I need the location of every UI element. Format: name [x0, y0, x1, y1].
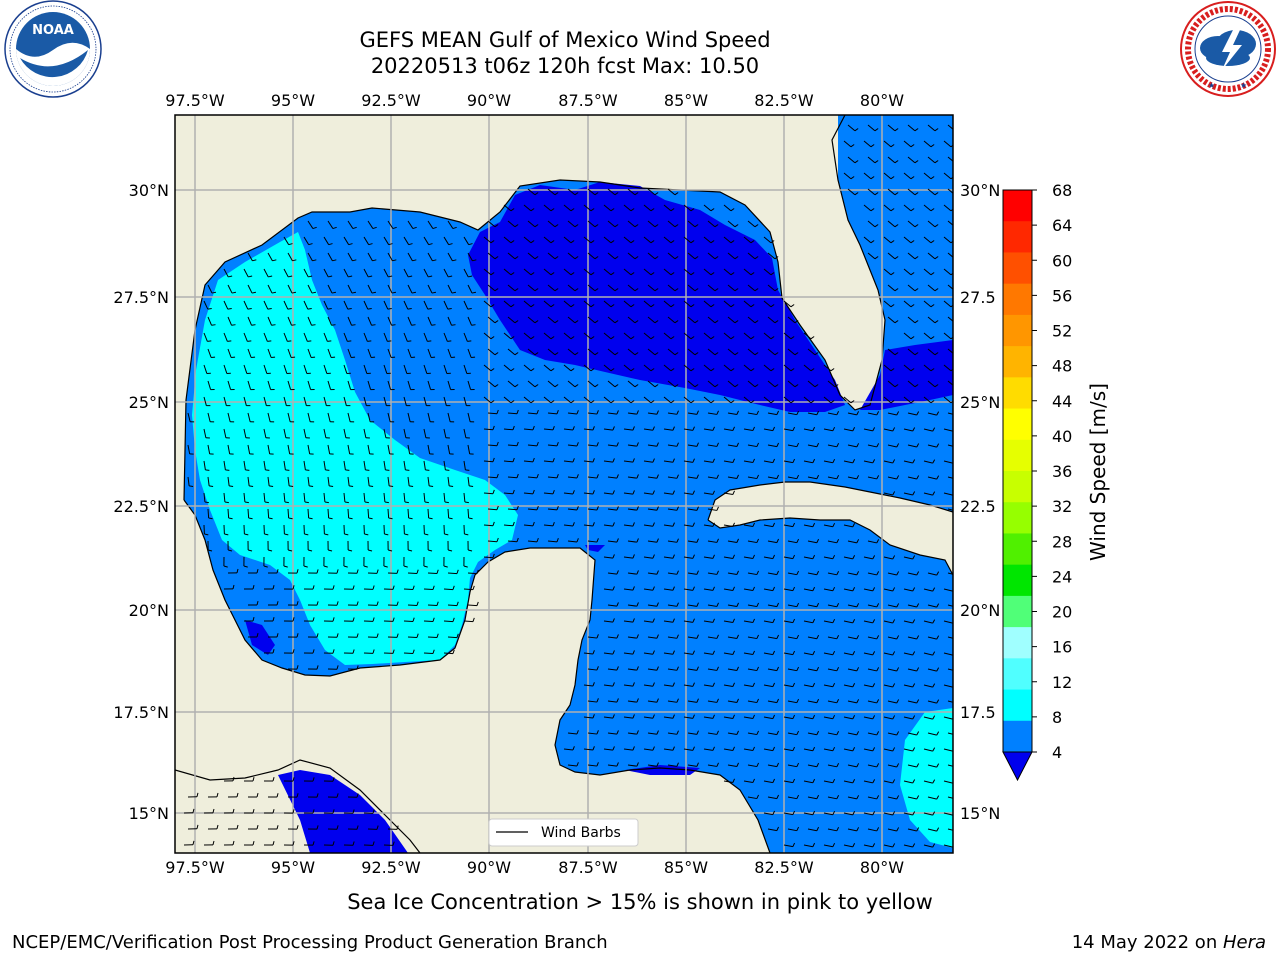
low-wind-campeche — [245, 620, 275, 655]
colorbar-segment — [1003, 221, 1032, 253]
lat-label-left: 25°N — [129, 393, 169, 412]
low-wind-south — [278, 770, 408, 853]
colorbar-segment — [1003, 595, 1032, 628]
chart-title: GEFS MEAN Gulf of Mexico Wind Speed — [359, 28, 771, 52]
colorbar-tick-label: 36 — [1052, 462, 1072, 481]
footer-host: Hera — [1222, 932, 1266, 953]
colorbar: 68 64 60 56 52 48 44 40 36 32 28 24 20 16 12 8 4 — [1002, 181, 1072, 782]
colorbar-label: Wind Speed [m/s] — [1086, 383, 1110, 561]
noaa-logo-text: NOAA — [32, 23, 74, 38]
colorbar-tick-label: 16 — [1052, 638, 1072, 657]
chart-subtitle: 20220513 t06z 120h fcst Max: 10.50 — [370, 54, 760, 78]
map-legend: Wind Barbs — [488, 818, 639, 847]
lon-label-bottom: 90°W — [467, 858, 511, 877]
lon-label-bottom: 97.5°W — [165, 858, 225, 877]
colorbar-segment — [1003, 533, 1032, 566]
colorbar-tick-label: 20 — [1052, 603, 1072, 622]
colorbar-segment — [1003, 439, 1032, 472]
lon-label-top: 92.5°W — [361, 91, 421, 110]
colorbar-segment — [1003, 252, 1032, 285]
lat-label-right: 20°N — [960, 601, 1000, 620]
lat-label-right: 30°N — [960, 181, 1000, 200]
colorbar-segment — [1003, 377, 1032, 410]
lon-label-bottom: 87.5°W — [558, 858, 618, 877]
lon-label-bottom: 82.5°W — [754, 858, 814, 877]
colorbar-segment — [1003, 627, 1032, 659]
colorbar-tick-label: 28 — [1052, 532, 1072, 551]
lat-label-left: 20°N — [129, 601, 169, 620]
lat-label-right: 25°N — [960, 393, 1000, 412]
lon-label-top: 85°W — [664, 91, 708, 110]
svg-text:★: ★ — [1240, 81, 1247, 90]
legend-label: Wind Barbs — [541, 825, 621, 841]
colorbar-tick-label: 60 — [1052, 251, 1072, 270]
lat-label-right: 22.5 — [960, 497, 996, 516]
colorbar-segment — [1003, 564, 1032, 597]
colorbar-segment — [1003, 720, 1032, 753]
lon-label-top: 82.5°W — [754, 91, 814, 110]
noaa-logo: NOAA — [4, 0, 102, 98]
caption: Sea Ice Concentration > 15% is shown in … — [347, 890, 933, 914]
footer-date-text: 14 May 2022 on — [1071, 932, 1223, 953]
colorbar-tick-label: 4 — [1052, 743, 1062, 762]
footer-date: 14 May 2022 on Hera — [1072, 932, 1266, 953]
colorbar-segment — [1003, 689, 1032, 722]
lon-label-bottom: 85°W — [664, 858, 708, 877]
longitude-labels-bottom: 97.5°W 95°W 92.5°W 90°W 87.5°W 85°W 82.5°W 80°W — [165, 858, 904, 877]
colorbar-tick-label: 56 — [1052, 286, 1072, 305]
lat-label-right: 15°N — [960, 804, 1000, 823]
lat-label-left: 27.5°N — [113, 288, 169, 307]
colorbar-tick-label: 68 — [1052, 181, 1072, 200]
lat-label-left: 15°N — [129, 804, 169, 823]
colorbar-segment — [1003, 408, 1032, 441]
low-wind-yucatan-tip — [585, 545, 605, 552]
lon-label-top: 95°W — [271, 91, 315, 110]
lon-label-top: 80°W — [860, 91, 904, 110]
colorbar-segment — [1003, 190, 1032, 222]
colorbar-segment — [1003, 471, 1032, 503]
colorbar-extend-arrow — [1002, 751, 1033, 782]
low-wind-keys — [860, 340, 953, 410]
colorbar-segment — [1003, 658, 1032, 691]
longitude-labels-top: 97.5°W 95°W 92.5°W 90°W 87.5°W 85°W 82.5°W 80°W — [165, 91, 904, 110]
svg-text:★: ★ — [1208, 81, 1215, 90]
colorbar-segment — [1003, 283, 1032, 316]
map-frame — [174, 114, 954, 854]
lat-label-left: 30°N — [129, 181, 169, 200]
wind-barbs — [183, 124, 953, 848]
lon-label-bottom: 95°W — [271, 858, 315, 877]
lon-label-bottom: 92.5°W — [361, 858, 421, 877]
lon-label-top: 87.5°W — [558, 91, 618, 110]
footer-credit: NCEP/EMC/Verification Post Processing Pr… — [12, 932, 608, 953]
nws-logo: ★ ★ — [1180, 1, 1276, 97]
colorbar-segment — [1003, 346, 1032, 378]
colorbar-segment — [1003, 314, 1032, 347]
lon-label-top: 97.5°W — [165, 91, 225, 110]
colorbar-tick-label: 52 — [1052, 322, 1072, 341]
colorbar-segment — [1003, 502, 1032, 534]
grid-lines — [175, 115, 953, 853]
latitude-labels-right: 30°N 27.5 25°N 22.5 20°N 17.5 15°N — [960, 181, 1000, 823]
lat-label-right: 27.5 — [960, 288, 996, 307]
colorbar-tick-label: 8 — [1052, 708, 1062, 727]
latitude-labels-left: 30°N 27.5°N 25°N 22.5°N 20°N 17.5°N 15°N — [113, 181, 169, 823]
lat-label-left: 17.5°N — [113, 703, 169, 722]
colorbar-tick-label: 64 — [1052, 216, 1072, 235]
colorbar-tick-label: 32 — [1052, 497, 1072, 516]
low-wind-honduras — [625, 765, 700, 775]
colorbar-tick-label: 48 — [1052, 357, 1072, 376]
lat-label-left: 22.5°N — [113, 497, 169, 516]
colorbar-tick-label: 40 — [1052, 427, 1072, 446]
lon-label-top: 90°W — [467, 91, 511, 110]
colorbar-tick-label: 12 — [1052, 673, 1072, 692]
colorbar-tick-label: 24 — [1052, 567, 1072, 586]
colorbar-tick-label: 44 — [1052, 392, 1072, 411]
high-wind-west — [192, 232, 518, 665]
lon-label-bottom: 80°W — [860, 858, 904, 877]
lat-label-right: 17.5 — [960, 703, 996, 722]
